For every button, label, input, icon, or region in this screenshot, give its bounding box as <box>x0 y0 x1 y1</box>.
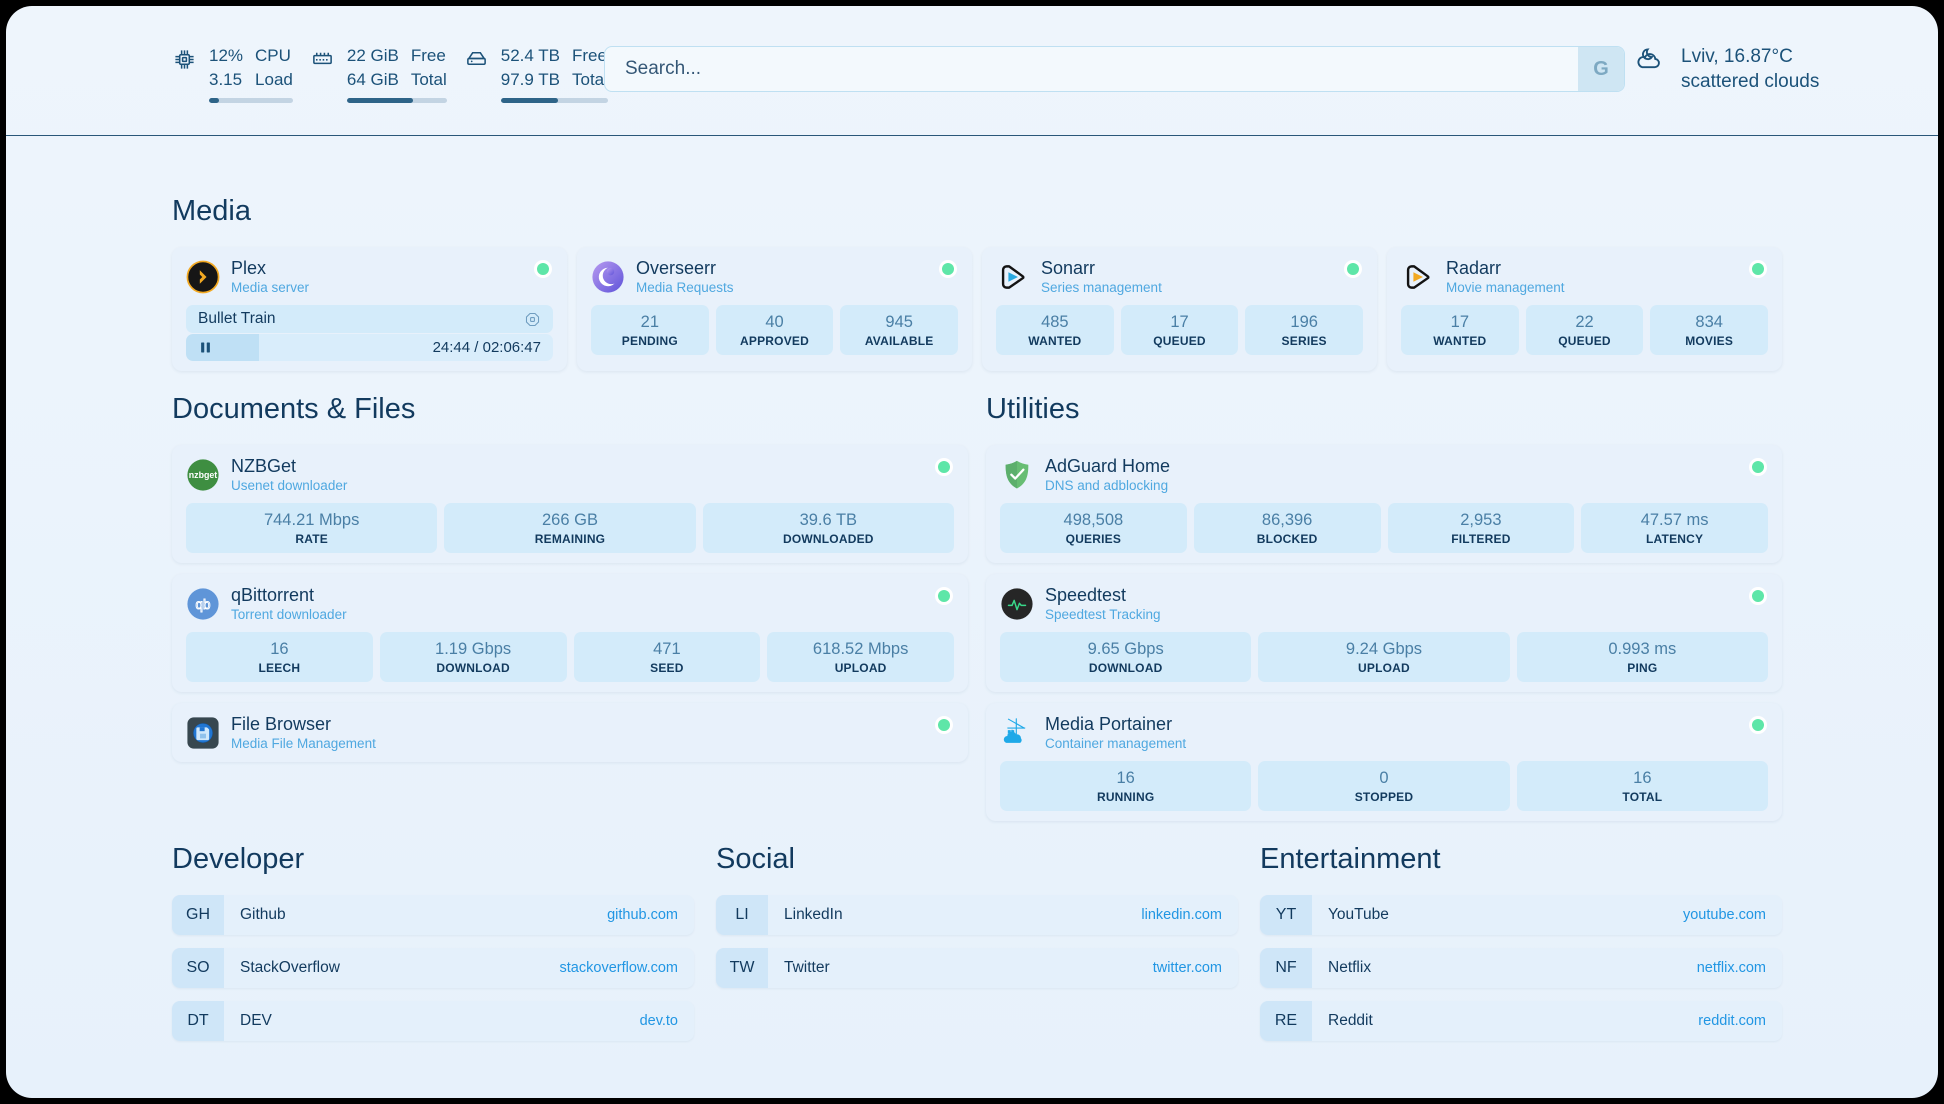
svg-text:qb: qb <box>196 596 211 611</box>
svg-text:nzbget: nzbget <box>189 469 218 479</box>
